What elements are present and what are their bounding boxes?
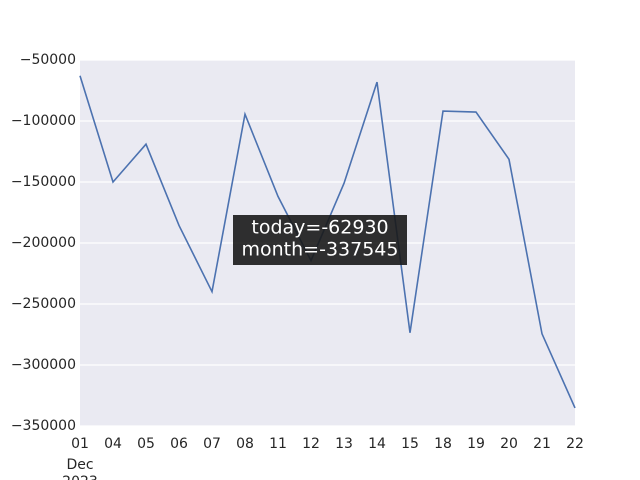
x-sublabel: Dec: [66, 457, 93, 473]
x-tick-label: 20: [500, 436, 518, 452]
x-tick-label: 11: [269, 436, 287, 452]
x-tick-label: 14: [368, 436, 386, 452]
x-tick-label: 05: [137, 436, 155, 452]
x-tick-label: 13: [335, 436, 353, 452]
tooltip-text: month=-337545: [242, 239, 399, 261]
x-tick-label: 01: [71, 436, 89, 452]
x-tick-label: 12: [302, 436, 320, 452]
x-tick-label: 22: [566, 436, 584, 452]
y-tick-label: −200000: [11, 235, 76, 251]
x-tick-label: 21: [533, 436, 551, 452]
y-tick-label: −350000: [11, 418, 76, 434]
y-tick-label: −100000: [11, 113, 76, 129]
y-tick-label: −50000: [20, 52, 76, 68]
x-tick-label: 07: [203, 436, 221, 452]
x-tick-label: 06: [170, 436, 188, 452]
tooltip-box: [233, 215, 407, 265]
tooltip-text: today=-62930: [251, 217, 388, 239]
x-tick-label: 18: [434, 436, 452, 452]
y-tick-label: −300000: [11, 357, 76, 373]
x-sublabel: 2023: [62, 474, 98, 480]
x-tick-label: 15: [401, 436, 419, 452]
x-tick-label: 19: [467, 436, 485, 452]
x-tick-label: 04: [104, 436, 122, 452]
y-tick-label: −250000: [11, 296, 76, 312]
x-tick-label: 08: [236, 436, 254, 452]
y-tick-label: −150000: [11, 174, 76, 190]
